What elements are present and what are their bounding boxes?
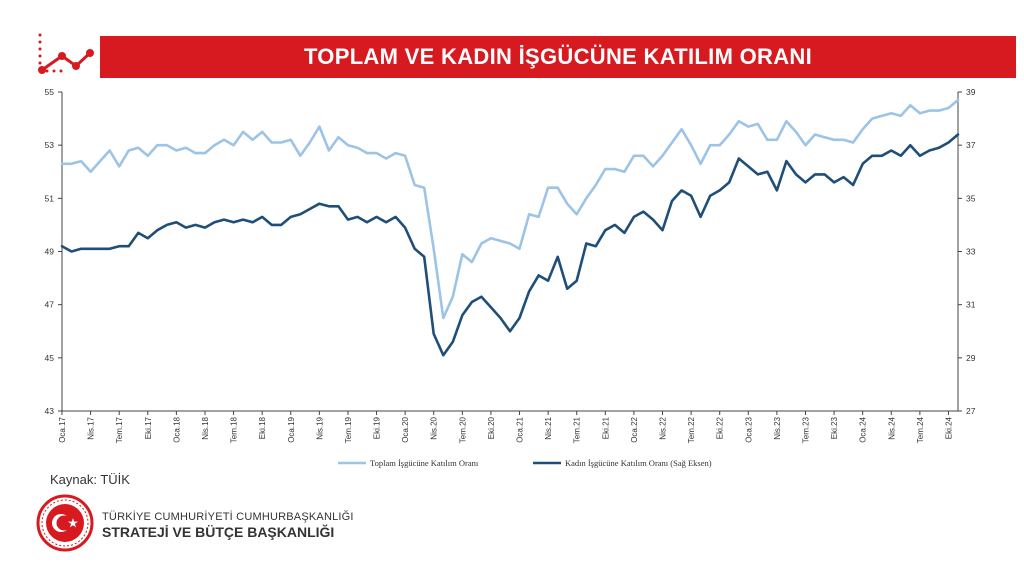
x-tick-label: Nis.23 xyxy=(773,416,782,439)
x-tick-label: Eki.22 xyxy=(716,416,725,439)
legend-item-women-label: Kadın İşgücüne Katılım Oranı (Sağ Eksen) xyxy=(565,458,712,468)
x-tick-label: Eki.21 xyxy=(601,416,610,439)
series-line-total xyxy=(60,98,960,320)
organization-block: TÜRKİYE CUMHURİYETİ CUMHURBAŞKANLIĞI STR… xyxy=(36,492,356,552)
x-tick-label: Tem.21 xyxy=(573,416,582,443)
x-tick-label: Eki.20 xyxy=(487,416,496,439)
left-y-tick-label: 55 xyxy=(45,87,55,97)
left-y-tick-label: 45 xyxy=(45,353,55,363)
left-y-tick-label: 53 xyxy=(45,140,55,150)
x-tick-label: Tem.22 xyxy=(687,416,696,443)
organization-name-line1: TÜRKİYE CUMHURİYETİ CUMHURBAŞKANLIĞI xyxy=(102,511,354,523)
x-tick-label: Eki.24 xyxy=(944,416,953,439)
x-tick-label: Eki.17 xyxy=(144,416,153,439)
x-tick-label: Eki.18 xyxy=(258,416,267,439)
x-tick-label: Oca.21 xyxy=(516,416,525,442)
x-tick-label: Tem.24 xyxy=(916,416,925,443)
chart-axes xyxy=(61,92,959,412)
left-y-tick-label: 49 xyxy=(45,247,55,257)
x-tick-label: Nis.20 xyxy=(430,416,439,439)
left-y-tick-label: 51 xyxy=(45,193,55,203)
x-tick-label: Eki.23 xyxy=(830,416,839,439)
right-y-tick-label: 35 xyxy=(966,193,976,203)
presidency-seal-icon xyxy=(36,494,94,552)
x-tick-label: Nis.21 xyxy=(544,416,553,439)
left-y-tick-label: 43 xyxy=(45,406,55,416)
chart-legend: Toplam İşgücüne Katılım Oranı Kadın İşgüc… xyxy=(338,458,712,468)
left-y-tick-label: 47 xyxy=(45,300,55,310)
x-tick-label: Tem.23 xyxy=(801,416,810,443)
x-tick-label: Oca.17 xyxy=(58,416,67,442)
chart-title: TOPLAM VE KADIN İŞGÜCÜNE KATILIM ORANI xyxy=(303,44,813,69)
x-tick-label: Oca.20 xyxy=(401,416,410,442)
right-y-tick-label: 37 xyxy=(966,140,976,150)
x-tick-label: Nis.17 xyxy=(87,416,96,439)
right-y-tick-label: 39 xyxy=(966,87,976,97)
x-tick-label: Oca.18 xyxy=(172,416,181,442)
right-y-tick-label: 29 xyxy=(966,353,976,363)
x-tick-label: Nis.24 xyxy=(887,416,896,439)
source-note: Kaynak: TÜİK xyxy=(50,472,130,487)
page-title: TOPLAM VE KADIN İŞGÜCÜNE KATILIM ORANI xyxy=(100,36,1016,78)
x-tick-label: Oca.22 xyxy=(630,416,639,442)
x-tick-label: Nis.22 xyxy=(659,416,668,439)
legend-item-total-label: Toplam İşgücüne Katılım Oranı xyxy=(370,458,479,468)
x-tick-label: Tem.20 xyxy=(458,416,467,443)
right-y-tick-label: 27 xyxy=(966,406,976,416)
x-tick-label: Oca.24 xyxy=(859,416,868,442)
trend-line-icon xyxy=(30,30,100,80)
right-y-tick-label: 33 xyxy=(966,247,976,257)
organization-name-line2: STRATEJİ VE BÜTÇE BAŞKANLIĞI xyxy=(102,524,335,540)
right-y-tick-label: 31 xyxy=(966,300,976,310)
x-tick-label: Tem.19 xyxy=(344,416,353,443)
x-tick-label: Nis.19 xyxy=(315,416,324,439)
axis-ticks: 43 45 47 49 51 53 55 27 29 31 33 35 37 39 Oca.17 Nis.17… xyxy=(45,87,976,443)
x-tick-label: Eki.19 xyxy=(373,416,382,439)
x-tick-label: Tem.17 xyxy=(115,416,124,443)
x-tick-label: Tem.18 xyxy=(230,416,239,443)
series-line-women xyxy=(60,133,960,357)
x-tick-label: Nis.18 xyxy=(201,416,210,439)
x-tick-label: Oca.19 xyxy=(287,416,296,442)
x-tick-label: Oca.23 xyxy=(744,416,753,442)
chart-series xyxy=(60,98,960,357)
